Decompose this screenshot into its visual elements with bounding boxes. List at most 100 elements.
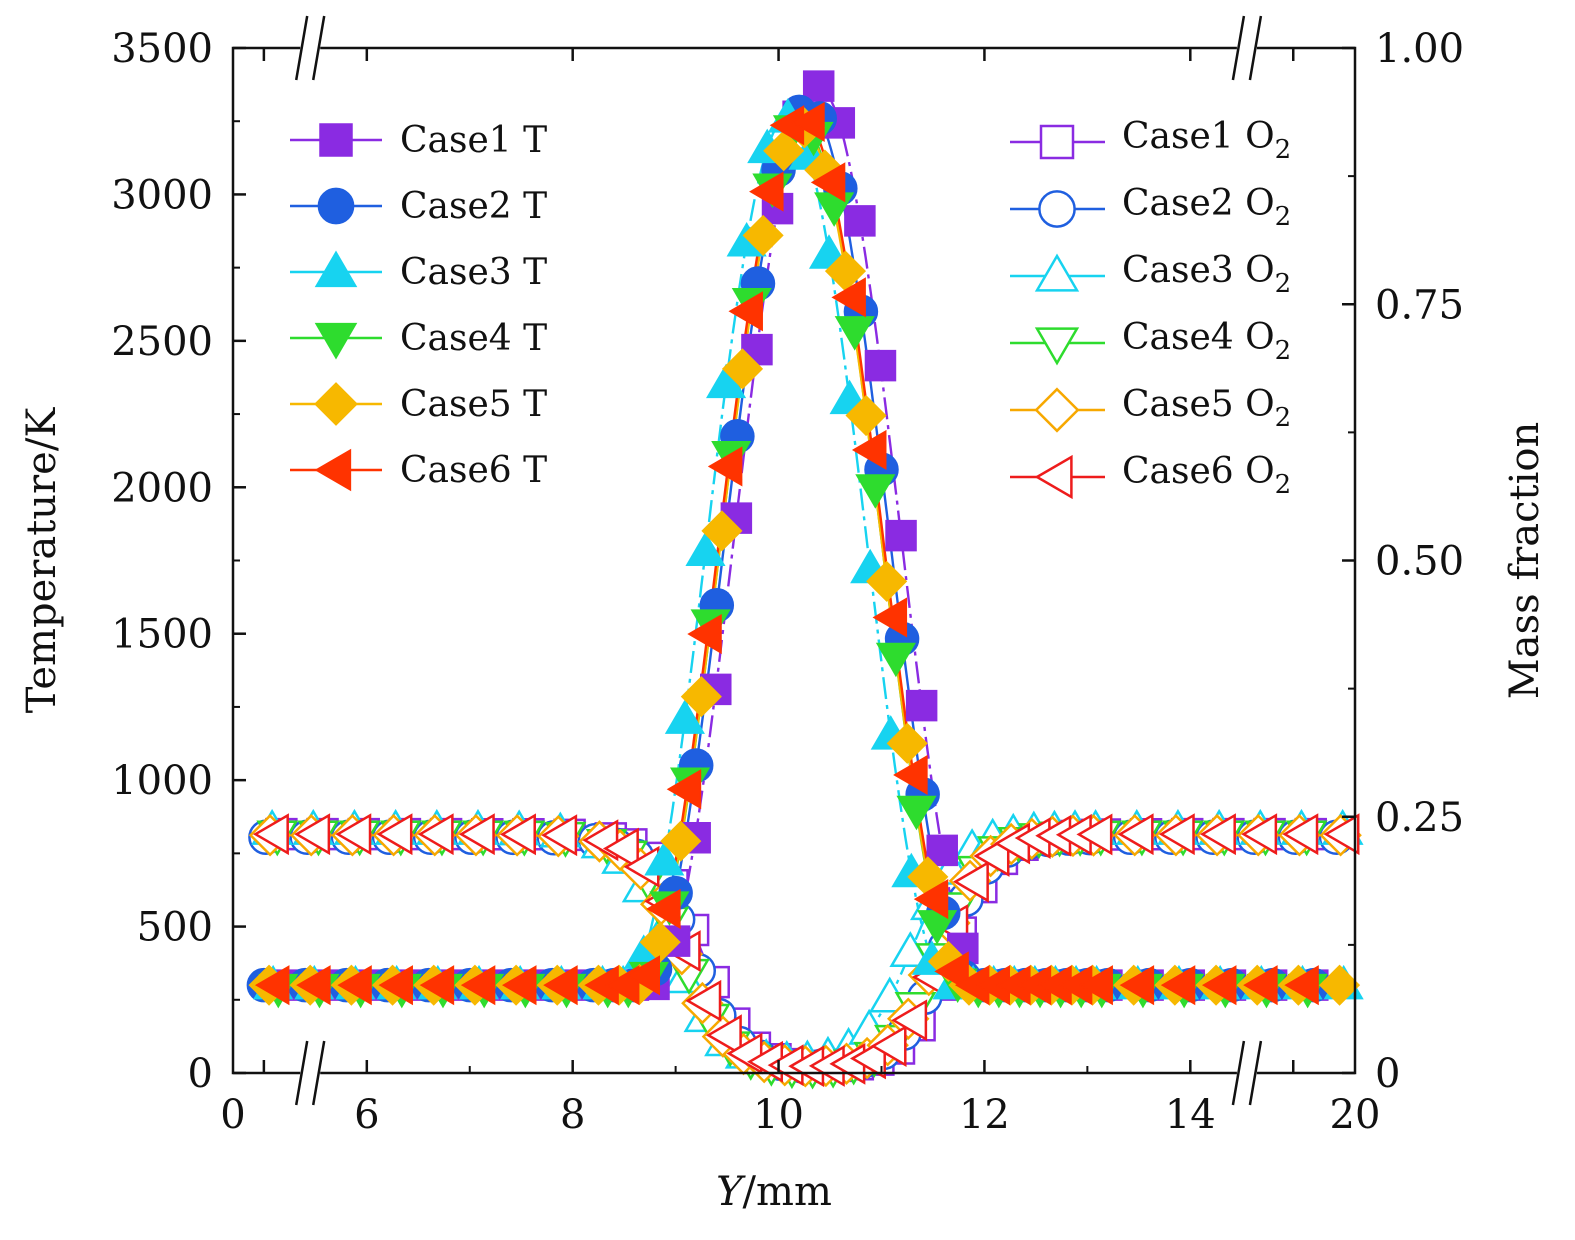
case4_O2-markers xyxy=(256,820,1328,1090)
case6_O2-point xyxy=(417,813,454,856)
case5_O2-curve xyxy=(263,834,1325,1068)
legend-item-right: Case4 O2 xyxy=(1010,317,1291,366)
case6_T-point xyxy=(1119,965,1155,1006)
case1_O2-curve xyxy=(263,833,1325,1068)
axis-break-gap xyxy=(300,1065,321,1081)
case6_T-point xyxy=(337,965,372,1006)
case4_T-point xyxy=(834,316,875,351)
legend-marker xyxy=(314,448,352,492)
legend-item-left: Case6 T xyxy=(290,448,547,492)
case6_T-point xyxy=(707,446,743,487)
case6_T-point xyxy=(666,769,702,810)
case6_O2-point xyxy=(1117,813,1154,856)
case6_O2-point xyxy=(891,999,928,1042)
case2_O2-markers xyxy=(248,819,1355,1084)
axis-break-mark xyxy=(311,15,326,81)
x-tick-label: 20 xyxy=(1330,1092,1381,1138)
x-tick-label: 0 xyxy=(220,1092,245,1138)
case5_T-point xyxy=(639,921,681,963)
case6_O2-point xyxy=(458,813,495,856)
case5_T-point xyxy=(660,820,702,862)
y2-tick-label: 0 xyxy=(1375,1051,1400,1097)
case6_T-point xyxy=(502,965,537,1006)
case6_T-point xyxy=(810,162,846,203)
x-tick-label: 6 xyxy=(354,1092,379,1138)
case6_T-point xyxy=(419,965,455,1006)
legend-item-right: Case5 O2 xyxy=(1010,384,1291,433)
case3_T-curve xyxy=(263,117,1325,987)
axis-break-mark xyxy=(294,1040,309,1106)
x-axis-title-unit: /mm xyxy=(743,1169,832,1215)
legend-subscript: 2 xyxy=(1275,135,1292,165)
legend-marker xyxy=(1034,327,1080,366)
case1_T-point xyxy=(844,205,876,237)
case6_O2-markers xyxy=(252,813,1360,1088)
case6_T-point xyxy=(296,965,331,1006)
case5_T-point xyxy=(886,722,928,764)
axis-break-gap xyxy=(300,40,321,56)
case5_O2-markers xyxy=(248,813,1362,1088)
case1_T-point xyxy=(885,519,917,552)
axis-break-gap xyxy=(1236,40,1257,56)
legend-subscript: 2 xyxy=(1275,403,1292,433)
legend-label: Case5 O2 xyxy=(1122,384,1291,433)
case6_T-point xyxy=(1160,965,1196,1006)
y-tick-label: 1000 xyxy=(111,758,213,804)
legend-label: Case2 O2 xyxy=(1122,183,1291,232)
case6_O2-point xyxy=(870,1025,907,1067)
legend-item-right: Case3 O2 xyxy=(1010,250,1291,299)
y2-tick-label: 0.50 xyxy=(1375,539,1464,585)
case6_O2-point xyxy=(1076,813,1113,856)
case4_T-point xyxy=(855,474,896,509)
legend-marker xyxy=(1034,253,1080,292)
legend-subscript: 2 xyxy=(1275,336,1292,366)
legends: Case1 T Case2 T Case3 T Case4 T Case5 T Case6… xyxy=(290,116,1291,500)
case6_T-point xyxy=(625,955,661,996)
legend-item-right: Case2 O2 xyxy=(1010,183,1291,232)
case6_T-point xyxy=(543,965,578,1006)
case6_O2-point xyxy=(541,814,578,857)
legend-marker xyxy=(1038,190,1076,228)
legend-item-left: Case4 T xyxy=(290,318,547,360)
legend-label: Case1 T xyxy=(400,120,547,161)
legend-label: Case6 T xyxy=(400,450,547,491)
case6_O2-point xyxy=(602,827,639,870)
case6_T-point xyxy=(728,291,763,332)
case6_O2-point xyxy=(294,813,331,856)
case5_T-point xyxy=(763,130,805,172)
case6_T-point xyxy=(1078,965,1113,1006)
y-tick-label: 2500 xyxy=(111,319,213,365)
x-axis-title-variable: Y xyxy=(716,1169,746,1215)
legend-marker xyxy=(319,123,353,157)
case5_T-point xyxy=(721,348,764,390)
y2-tick-label: 0.25 xyxy=(1375,795,1464,841)
legend-label: Case3 O2 xyxy=(1122,250,1291,299)
x-axis-title: Y/mm xyxy=(716,1169,832,1215)
case3_O2-curve xyxy=(263,828,1325,1063)
case6_T-point xyxy=(1201,965,1237,1006)
case6_T-point xyxy=(1243,965,1278,1006)
legend-item-left: Case5 T xyxy=(290,382,547,426)
case6_O2-point xyxy=(499,813,536,856)
y-tick-label: 500 xyxy=(137,905,213,951)
legend-marker xyxy=(1039,124,1075,160)
y-tick-label: 1500 xyxy=(111,612,213,658)
axis-break-mark xyxy=(311,1040,326,1106)
legend-item-left: Case2 T xyxy=(290,186,547,227)
legend-subscript: 2 xyxy=(1275,269,1292,299)
case6_O2-point xyxy=(335,813,372,856)
series-curves xyxy=(263,84,1325,1070)
case6_O2-point xyxy=(685,979,722,1022)
case6_O2-point xyxy=(252,813,289,856)
case3_T-markers xyxy=(253,98,1364,1000)
case4_O2-curve xyxy=(263,834,1325,1070)
case6_T-markers xyxy=(254,101,1319,1006)
axis-break-mark xyxy=(1231,15,1246,81)
case6_T-point xyxy=(893,754,928,796)
legend-item-right: Case6 O2 xyxy=(1010,451,1291,500)
case1_T-point xyxy=(802,70,835,102)
case6_O2-point xyxy=(952,860,989,903)
legend-marker xyxy=(1034,387,1080,433)
legend-marker xyxy=(314,382,358,426)
